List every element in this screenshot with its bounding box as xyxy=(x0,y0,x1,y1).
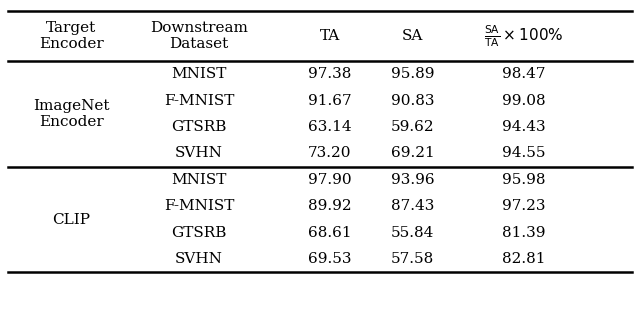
Text: GTSRB: GTSRB xyxy=(172,226,227,240)
Text: 97.90: 97.90 xyxy=(308,173,351,187)
Text: TA: TA xyxy=(319,29,340,43)
Text: 91.67: 91.67 xyxy=(308,94,351,108)
Text: SA: SA xyxy=(402,29,423,43)
Text: 95.98: 95.98 xyxy=(502,173,546,187)
Text: 63.14: 63.14 xyxy=(308,120,351,134)
Text: 57.58: 57.58 xyxy=(391,252,434,266)
Text: 97.38: 97.38 xyxy=(308,67,351,81)
Text: $\frac{\mathrm{SA}}{\mathrm{TA}} \times 100\%$: $\frac{\mathrm{SA}}{\mathrm{TA}} \times … xyxy=(484,23,564,49)
Text: GTSRB: GTSRB xyxy=(172,120,227,134)
Text: 94.55: 94.55 xyxy=(502,147,546,161)
Text: 81.39: 81.39 xyxy=(502,226,546,240)
Text: 98.47: 98.47 xyxy=(502,67,546,81)
Text: SVHN: SVHN xyxy=(175,252,223,266)
Text: ImageNet
Encoder: ImageNet Encoder xyxy=(33,99,109,129)
Text: 69.21: 69.21 xyxy=(390,147,435,161)
Text: Downstream
Dataset: Downstream Dataset xyxy=(150,21,248,51)
Text: SVHN: SVHN xyxy=(175,147,223,161)
Text: 59.62: 59.62 xyxy=(390,120,434,134)
Text: 73.20: 73.20 xyxy=(308,147,351,161)
Text: F-MNIST: F-MNIST xyxy=(164,199,234,213)
Text: 82.81: 82.81 xyxy=(502,252,546,266)
Text: 89.92: 89.92 xyxy=(308,199,351,213)
Text: 94.43: 94.43 xyxy=(502,120,546,134)
Text: MNIST: MNIST xyxy=(172,67,227,81)
Text: 55.84: 55.84 xyxy=(390,226,434,240)
Text: 69.53: 69.53 xyxy=(308,252,351,266)
Text: 93.96: 93.96 xyxy=(390,173,434,187)
Text: CLIP: CLIP xyxy=(52,213,90,227)
Text: 99.08: 99.08 xyxy=(502,94,546,108)
Text: MNIST: MNIST xyxy=(172,173,227,187)
Text: F-MNIST: F-MNIST xyxy=(164,94,234,108)
Text: Target
Encoder: Target Encoder xyxy=(39,21,104,51)
Text: 95.89: 95.89 xyxy=(390,67,434,81)
Text: 97.23: 97.23 xyxy=(502,199,546,213)
Text: 68.61: 68.61 xyxy=(308,226,351,240)
Text: 87.43: 87.43 xyxy=(390,199,434,213)
Text: 90.83: 90.83 xyxy=(390,94,434,108)
